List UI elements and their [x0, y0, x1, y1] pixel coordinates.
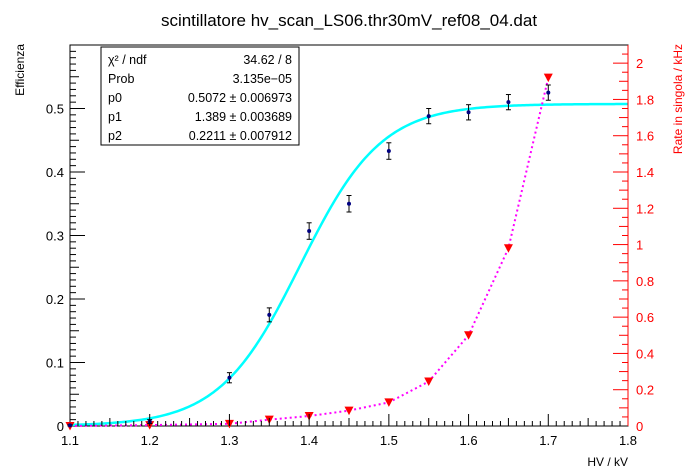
x-tick-label: 1.7 [539, 433, 557, 448]
y2-tick-label: 2 [636, 56, 643, 71]
y2-tick-label: 0.4 [636, 346, 654, 361]
y-axis-right: 0 0.2 0.4 0.6 0.8 1 1.2 1.4 1.6 1.8 2 [613, 45, 654, 434]
efficiency-point [426, 114, 431, 119]
x-tick-label: 1.3 [220, 433, 238, 448]
y2-tick-label: 1.4 [636, 165, 654, 180]
efficiency-series [67, 84, 551, 428]
y2-tick-label: 1.8 [636, 92, 654, 107]
stat-name: Prob [108, 72, 134, 86]
y2-tick-label: 1.2 [636, 201, 654, 216]
y2-tick-label: 0 [636, 419, 643, 434]
efficiency-point [386, 149, 391, 154]
y-tick-label: 0.4 [46, 165, 64, 180]
y2-axis-label: Rate in singola / kHz [671, 44, 685, 154]
rate-marker [344, 406, 354, 416]
efficiency-point [546, 90, 551, 95]
y-tick-label: 0.5 [46, 102, 64, 117]
stat-name: p0 [108, 91, 122, 105]
y-tick-label: 0.3 [46, 229, 64, 244]
y-tick-label: 0.2 [46, 292, 64, 307]
y2-tick-label: 0.6 [636, 310, 654, 325]
y2-tick-label: 0.8 [636, 274, 654, 289]
stat-value: 0.5072 ± 0.006973 [188, 91, 292, 105]
stat-name: p1 [108, 110, 122, 124]
y2-tick-label: 0.2 [636, 383, 654, 398]
stat-value: 3.135e−05 [233, 72, 292, 86]
rate-marker [503, 244, 513, 253]
efficiency-point [466, 110, 471, 115]
x-axis: 1.1 1.2 1.3 1.4 1.5 1.6 1.7 1.8 [61, 414, 637, 448]
stat-name: p2 [108, 129, 122, 143]
y2-tick-label: 1 [636, 238, 643, 253]
y-tick-label: 0.1 [46, 356, 64, 371]
y-tick-label: 0 [57, 419, 64, 434]
efficiency-point [227, 375, 232, 380]
x-tick-label: 1.4 [300, 433, 318, 448]
fit-layer [69, 102, 628, 427]
stat-value: 1.389 ± 0.003689 [195, 110, 292, 124]
rate-marker [464, 331, 474, 340]
y2-tick-label: 1.6 [636, 129, 654, 144]
rate-marker [384, 398, 394, 407]
stat-name: χ² / ndf [108, 53, 147, 67]
stat-value: 0.2211 ± 0.007912 [189, 129, 292, 143]
y-axis-left: 0 0.1 0.2 0.3 0.4 0.5 [46, 50, 85, 434]
efficiency-point [347, 201, 351, 206]
x-tick-label: 1.5 [380, 433, 398, 448]
chart-title: scintillatore hv_scan_LS06.thr30mV_ref08… [161, 11, 537, 30]
fit-stats-box: χ² / ndf 34.62 / 8 Prob 3.135e−05 p0 0.5072 ±… [100, 46, 300, 146]
efficiency-point [267, 312, 272, 317]
x-tick-label: 1.2 [141, 433, 159, 448]
rate-marker [543, 73, 553, 83]
x-tick-label: 1.1 [61, 433, 79, 448]
stat-value: 34.62 / 8 [243, 53, 292, 67]
y-axis-label: Efficienza [13, 44, 27, 96]
x-tick-label: 1.6 [460, 433, 478, 448]
efficiency-point [307, 229, 312, 234]
x-axis-label: HV / kV [587, 455, 628, 469]
fit-curve [69, 102, 628, 427]
x-tick-label: 1.8 [619, 433, 637, 448]
efficiency-point [506, 100, 511, 105]
rate-marker [424, 377, 434, 387]
efficiency-point [68, 423, 72, 428]
